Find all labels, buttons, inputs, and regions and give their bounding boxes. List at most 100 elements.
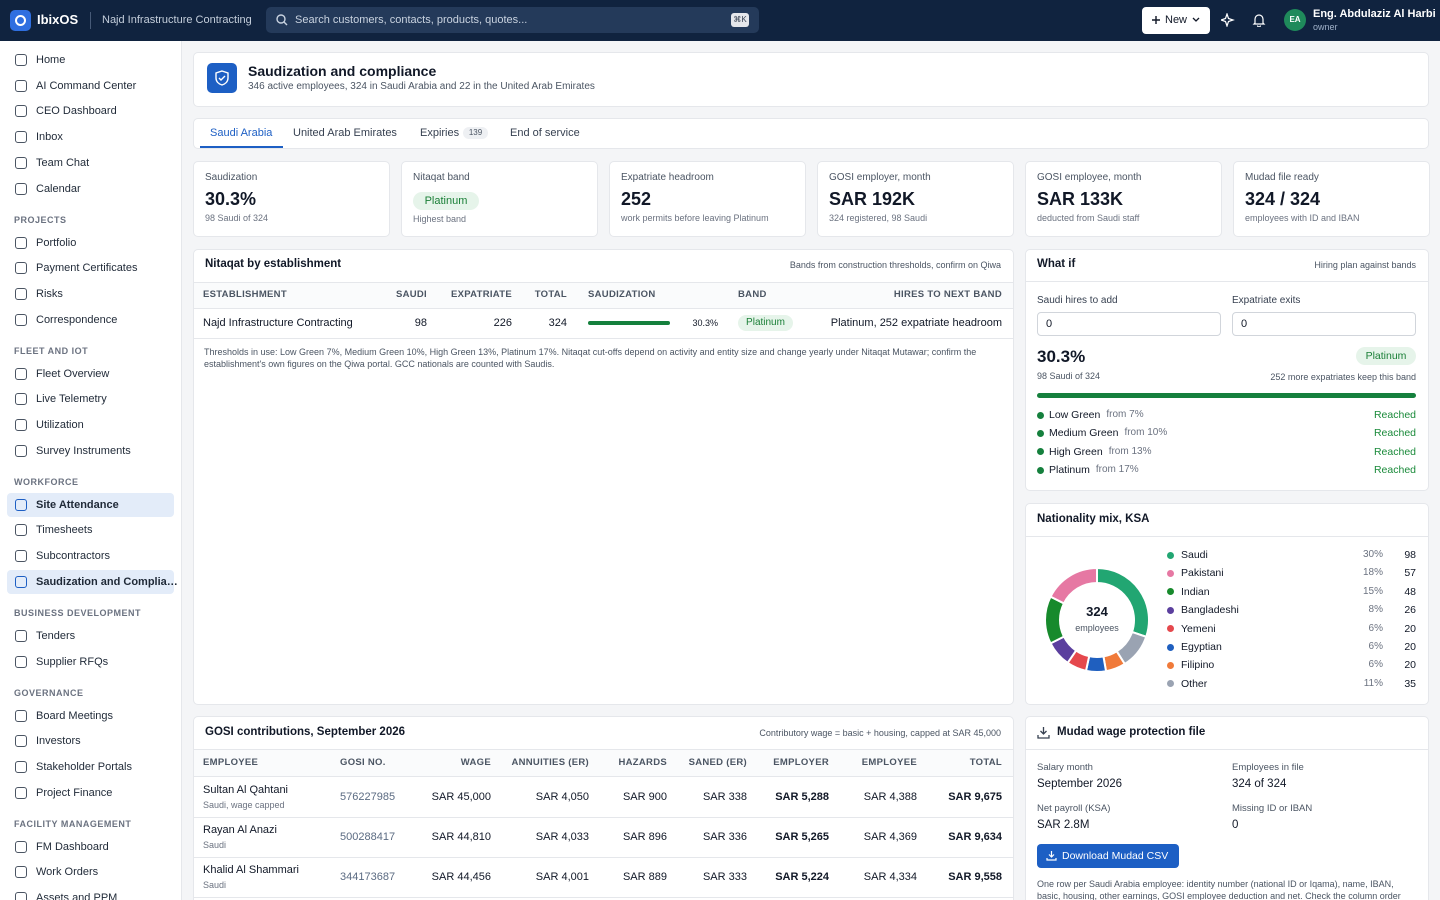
band-badge <box>413 192 479 210</box>
legend-count: 35 <box>1404 677 1416 690</box>
tab[interactable]: United Arab Emirates <box>293 127 397 139</box>
nav-item[interactable]: Work Orders <box>36 866 99 879</box>
nav-item[interactable]: Calendar <box>36 182 81 195</box>
gosi-card <box>193 716 1014 900</box>
download-button-label[interactable]: Download Mudad CSV <box>1062 850 1169 862</box>
nav-item[interactable]: Subcontractors <box>36 550 110 563</box>
field-value: 0 <box>1232 819 1239 831</box>
input-value[interactable]: 0 <box>1241 318 1248 330</box>
nav-item-active-bg[interactable] <box>7 492 174 517</box>
nav-icon <box>15 629 27 642</box>
nav-item[interactable]: Payment Certificates <box>36 262 138 275</box>
search-placeholder[interactable]: Search customers, contacts, products, qu… <box>295 14 528 26</box>
nav-item[interactable]: Project Finance <box>36 786 113 799</box>
band-dot <box>1037 429 1044 437</box>
nav-item[interactable]: Stakeholder Portals <box>36 760 132 773</box>
field-value: September 2026 <box>1037 778 1123 790</box>
footnote: Thresholds in use: Low Green 7%, Medium … <box>204 347 977 369</box>
cell: SAR 4,001 <box>535 871 589 883</box>
nav-item[interactable]: Portfolio <box>36 236 77 249</box>
nav-icon <box>15 131 27 144</box>
card-note: Hiring plan against bands <box>1314 260 1416 270</box>
download <box>1037 727 1050 739</box>
nav-item[interactable]: Site Attendance <box>36 498 119 511</box>
tab[interactable]: Expiries <box>420 127 460 139</box>
input-value[interactable]: 0 <box>1046 318 1053 330</box>
nav-item[interactable]: Team Chat <box>36 156 90 169</box>
search-box[interactable] <box>266 7 759 33</box>
employee-name: Rayan Al Anazi <box>203 824 277 836</box>
download <box>1046 851 1057 861</box>
nav-section-title: PROJECTS <box>14 214 67 225</box>
cell-badge: Platinum <box>746 317 785 328</box>
download-button[interactable] <box>1037 844 1179 868</box>
cell: 576227985 <box>340 791 396 803</box>
nav-item-active-bg[interactable] <box>7 569 174 594</box>
brand: IbixOS <box>37 12 79 27</box>
field-label: Missing ID or IBAN <box>1232 803 1313 814</box>
kpi-badge: Platinum <box>424 195 468 207</box>
legend-dot <box>1167 551 1174 559</box>
nav-icon <box>15 54 27 66</box>
legend-percent: 6% <box>1368 659 1383 671</box>
kpi-label: Saudization <box>205 172 258 183</box>
nav-item[interactable]: Survey Instruments <box>36 444 131 457</box>
nav-item[interactable]: Board Meetings <box>36 709 114 722</box>
nav-item[interactable]: Investors <box>36 735 81 748</box>
nav-item[interactable]: Timesheets <box>36 524 93 537</box>
column-header: EXPATRIATE <box>450 289 512 300</box>
band-badge <box>738 315 793 331</box>
nav-section-title: BUSINESS DEVELOPMENT <box>14 607 142 618</box>
search-shortcut: ⌘K <box>733 15 747 24</box>
nav-item[interactable]: FM Dashboard <box>36 840 109 853</box>
legend-name: Filipino <box>1181 659 1215 672</box>
card-note: Bands from construction thresholds, conf… <box>789 260 1001 270</box>
column-header: TOTAL <box>969 757 1002 768</box>
input-label: Expatriate exits <box>1232 295 1301 306</box>
nav-item[interactable]: Risks <box>36 287 63 300</box>
cell: SAR 9,634 <box>948 831 1002 843</box>
what-if-saudization: 30.3% <box>1037 347 1086 366</box>
nitaqat-card <box>193 249 1014 705</box>
nav-icon <box>15 892 27 900</box>
plus-icon <box>1152 16 1160 24</box>
progress-bar <box>1037 393 1416 398</box>
tab-active-indicator <box>200 146 283 148</box>
nav-item[interactable]: Saudization and Complia… <box>36 575 178 588</box>
nav-item[interactable]: AI Command Center <box>36 79 137 92</box>
input-field[interactable] <box>1037 312 1221 336</box>
tab-badge <box>463 127 488 139</box>
nav-item[interactable]: Supplier RFQs <box>36 655 109 668</box>
divider <box>194 817 1013 818</box>
legend-name: Other <box>1181 677 1208 690</box>
legend-count: 26 <box>1404 604 1416 617</box>
cell: Najd Infrastructure Contracting <box>203 317 353 329</box>
nav-icon <box>15 760 27 773</box>
legend-percent: 6% <box>1368 622 1383 634</box>
nav-item[interactable]: Utilization <box>36 419 84 431</box>
nav-item[interactable]: CEO Dashboard <box>36 105 117 118</box>
card-note: Contributory wage = basic + housing, cap… <box>759 728 1001 738</box>
divider <box>1026 749 1428 750</box>
input-field[interactable] <box>1232 312 1416 336</box>
nav-item[interactable]: Tenders <box>36 629 76 642</box>
nav-item[interactable]: Inbox <box>36 131 63 144</box>
new-button-label[interactable]: New <box>1165 14 1188 26</box>
tab[interactable]: Saudi Arabia <box>210 127 273 139</box>
card-title: GOSI contributions, September 2026 <box>205 726 406 738</box>
nav-icon <box>15 524 27 537</box>
nav-item[interactable]: Correspondence <box>36 313 118 326</box>
legend-name: Bangladeshi <box>1181 604 1239 617</box>
nav-item[interactable]: Fleet Overview <box>36 367 110 380</box>
column-header: HIRES TO NEXT BAND <box>893 289 1002 300</box>
nav-icon <box>15 393 27 406</box>
tab[interactable]: End of service <box>510 127 580 139</box>
cell: SAR 9,558 <box>948 871 1002 883</box>
card-title: Nitaqat by establishment <box>205 258 342 270</box>
nav-item[interactable]: Assets and PPM <box>36 892 118 900</box>
nav-item[interactable]: Home <box>36 54 66 66</box>
cell: SAR 889 <box>622 871 667 883</box>
nav-icon <box>15 79 27 92</box>
nav-item[interactable]: Live Telemetry <box>36 393 107 406</box>
